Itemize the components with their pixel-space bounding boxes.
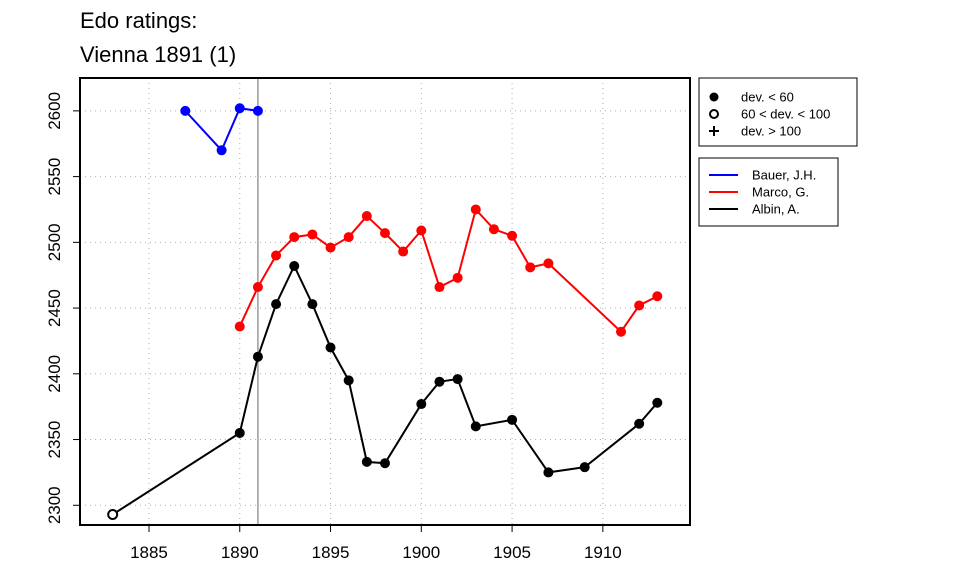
- y-tick-label: 2400: [45, 355, 64, 393]
- data-point: [543, 258, 554, 269]
- data-point: [361, 211, 372, 222]
- series-line: [184, 107, 259, 153]
- data-point: [271, 250, 282, 261]
- legend-series-label: Albin, A.: [752, 202, 800, 217]
- data-point: [307, 229, 318, 240]
- data-point: [507, 230, 518, 241]
- legend-series-label: Marco, G.: [752, 185, 809, 200]
- data-point: [434, 282, 445, 293]
- data-point: [488, 224, 499, 235]
- chart-title-line-1: Edo ratings:: [80, 8, 198, 33]
- data-point: [470, 421, 481, 432]
- data-point: [289, 261, 300, 272]
- data-point: [634, 418, 645, 429]
- data-point: [652, 291, 663, 302]
- x-tick-label: 1895: [312, 543, 350, 562]
- y-tick-label: 2550: [45, 158, 64, 196]
- y-tick-label: 2600: [45, 92, 64, 130]
- data-point: [652, 397, 663, 408]
- data-point: [325, 342, 336, 353]
- chart-title-line-2: Vienna 1891 (1): [80, 42, 237, 67]
- data-point: [616, 326, 627, 337]
- legend-symbol-plus: [709, 126, 719, 136]
- data-point: [252, 282, 263, 293]
- data-point: [234, 103, 245, 114]
- data-point: [525, 262, 536, 273]
- legend-symbol-filled: [709, 92, 719, 102]
- legend-series-label: Bauer, J.H.: [752, 168, 816, 183]
- data-point: [307, 299, 318, 310]
- data-point: [543, 467, 554, 478]
- y-tick-label: 2350: [45, 421, 64, 459]
- data-point: [234, 321, 245, 332]
- legend-symbol-open: [709, 109, 719, 119]
- data-point: [343, 232, 354, 243]
- data-point: [634, 300, 645, 311]
- series-line: [112, 263, 659, 516]
- data-point: [216, 145, 227, 156]
- y-tick-label: 2450: [45, 289, 64, 327]
- data-point: [470, 204, 481, 215]
- series-line: [238, 207, 658, 334]
- data-point: [180, 105, 191, 116]
- data-point: [434, 376, 445, 387]
- data-point: [398, 246, 409, 257]
- data-point: [452, 272, 463, 283]
- data-point: [416, 225, 427, 236]
- data-point: [416, 399, 427, 410]
- data-point: [252, 351, 263, 362]
- legend-symbol-label: 60 < dev. < 100: [741, 107, 830, 122]
- data-point: [380, 228, 390, 239]
- data-point: [380, 458, 390, 469]
- legend-symbol-label: dev. > 100: [741, 124, 801, 139]
- plot-frame: [79, 77, 691, 526]
- data-point: [507, 414, 518, 425]
- x-tick-label: 1910: [584, 543, 622, 562]
- data-point: [579, 462, 590, 473]
- x-tick-label: 1890: [221, 543, 259, 562]
- data-point: [343, 375, 354, 386]
- y-tick-label: 2300: [45, 486, 64, 524]
- y-tick-label: 2500: [45, 223, 64, 261]
- data-point: [452, 374, 463, 385]
- data-point: [325, 242, 336, 253]
- data-point: [289, 232, 300, 243]
- data-point: [252, 105, 263, 116]
- x-tick-label: 1905: [493, 543, 531, 562]
- x-tick-label: 1885: [130, 543, 168, 562]
- symbol-legend-box: [698, 77, 858, 147]
- data-point: [107, 508, 119, 520]
- data-point: [271, 299, 282, 310]
- x-tick-label: 1900: [402, 543, 440, 562]
- data-point: [234, 427, 245, 438]
- legend-symbol-label: dev. < 60: [741, 90, 794, 105]
- data-point: [361, 456, 372, 467]
